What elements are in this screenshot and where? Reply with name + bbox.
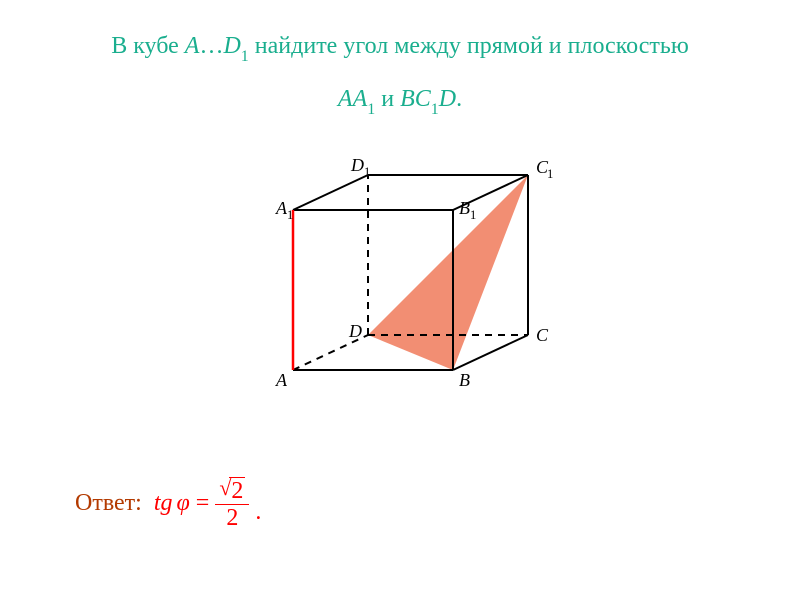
sqrt-arg: 2	[229, 477, 245, 504]
svg-text:1: 1	[547, 167, 553, 181]
svg-text:D: D	[350, 155, 364, 175]
cube-diagram: ABCDA1B1C1D1	[258, 150, 558, 430]
t-aa-sub: 1	[367, 101, 375, 118]
t-ell: …	[199, 33, 223, 59]
cube-svg: ABCDA1B1C1D1	[258, 150, 558, 430]
f-fraction: √ 2 2	[215, 475, 249, 532]
t-bc-sub: 1	[431, 101, 439, 118]
t-and: и	[375, 86, 400, 112]
svg-text:C: C	[536, 325, 549, 345]
f-eq: =	[196, 490, 210, 517]
t-per: .	[456, 86, 462, 112]
t-sub1: 1	[241, 48, 249, 65]
problem-line-2: AA1 и BC1D.	[0, 73, 800, 126]
answer-block: Ответ: tg φ = √ 2 2 .	[75, 475, 261, 532]
f-period: .	[255, 499, 261, 526]
svg-text:B: B	[459, 198, 470, 218]
svg-text:1: 1	[364, 165, 370, 179]
t-d: D	[223, 33, 240, 59]
t-a: A	[185, 33, 200, 59]
svg-text:1: 1	[470, 208, 476, 222]
svg-text:1: 1	[287, 208, 293, 222]
problem-statement: В кубе A…D1 найдите угол между прямой и …	[0, 0, 800, 126]
problem-line-1: В кубе A…D1 найдите угол между прямой и …	[0, 20, 800, 73]
f-tg: tg	[154, 490, 173, 517]
svg-text:A: A	[275, 370, 288, 390]
t-bc: BC	[400, 86, 431, 112]
answer-formula: tg φ = √ 2 2 .	[154, 475, 262, 532]
f-numerator: √ 2	[215, 475, 249, 505]
svg-text:D: D	[348, 321, 362, 341]
f-phi: φ	[177, 490, 190, 517]
svg-text:B: B	[459, 370, 470, 390]
t-d2: D	[439, 86, 456, 112]
answer-label: Ответ:	[75, 490, 142, 517]
f-denominator: 2	[222, 505, 242, 531]
t-post: найдите угол между прямой и плоскостью	[249, 33, 689, 59]
f-sqrt: √ 2	[219, 477, 245, 504]
t-pre: В кубе	[111, 33, 185, 59]
t-aa: AA	[338, 86, 367, 112]
